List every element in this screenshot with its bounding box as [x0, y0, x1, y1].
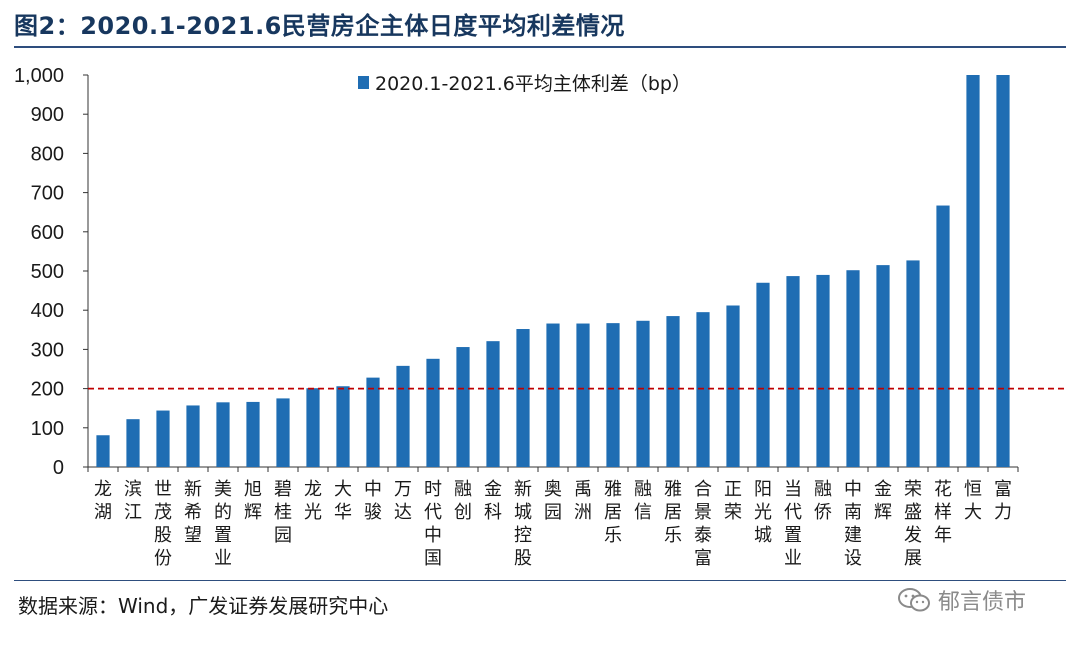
x-tick-label: 融信 — [634, 479, 652, 523]
bar — [726, 305, 740, 467]
y-tick-label: 900 — [31, 104, 64, 126]
x-tick-label: 雅居乐 — [604, 479, 622, 546]
x-tick-label: 大华 — [334, 479, 352, 523]
y-tick-label: 600 — [31, 222, 64, 244]
bar — [756, 282, 770, 467]
watermark-text: 郁言债市 — [938, 590, 1027, 615]
bar — [396, 365, 410, 467]
legend: 2020.1-2021.6平均主体利差（bp） — [358, 73, 691, 95]
x-tick-label: 旭辉 — [244, 479, 262, 523]
x-tick-label: 中骏 — [364, 479, 382, 523]
y-tick-label: 300 — [31, 339, 64, 361]
figure-title: 图2：2020.1-2021.6民营房企主体日度平均利差情况 — [14, 12, 625, 40]
x-tick-label: 新城控股 — [514, 479, 532, 569]
bar — [606, 323, 620, 467]
y-tick-label: 800 — [31, 143, 64, 165]
source-note: 数据来源：Wind，广发证券发展研究中心 — [18, 594, 389, 618]
x-tick-label: 合景泰富 — [694, 479, 712, 569]
bar — [846, 270, 860, 467]
bar — [96, 435, 110, 467]
legend-label: 2020.1-2021.6平均主体利差（bp） — [375, 73, 691, 95]
x-tick-label: 美的置业 — [214, 479, 232, 569]
y-axis: 0 100 200 300 400 500 600 700 800 900 1,000 — [14, 65, 89, 479]
x-tick-label: 滨江 — [124, 479, 142, 523]
x-tick-label: 荣盛发展 — [904, 479, 922, 569]
x-tick-label: 融侨 — [814, 479, 832, 523]
footer-divider — [14, 580, 1066, 581]
bar — [666, 316, 680, 467]
legend-swatch — [358, 76, 369, 89]
x-tick-label: 龙光 — [304, 479, 322, 523]
x-tick-label: 世茂股份 — [154, 479, 172, 569]
x-tick-label: 富力 — [994, 479, 1012, 523]
bar — [576, 323, 590, 467]
x-tick-label: 花样年 — [934, 479, 952, 546]
x-tick-label: 金辉 — [874, 479, 892, 523]
bar — [126, 419, 140, 467]
bar — [216, 402, 230, 467]
x-tick-label: 奥园 — [544, 479, 562, 523]
bar — [246, 401, 260, 467]
y-tick-label: 700 — [31, 183, 64, 205]
bar — [636, 320, 650, 467]
x-tick-label: 阳光城 — [754, 479, 772, 546]
bar — [936, 205, 950, 467]
bar — [996, 75, 1010, 467]
bar — [186, 405, 200, 467]
bar — [966, 75, 980, 467]
bar — [336, 386, 350, 467]
bar — [516, 329, 530, 467]
x-tick-label: 金科 — [484, 479, 502, 523]
bar — [456, 347, 470, 467]
y-tick-label: 100 — [31, 418, 64, 440]
x-tick-label: 新希望 — [184, 479, 202, 546]
x-tick-label: 正荣 — [724, 479, 742, 523]
bar — [546, 323, 560, 467]
spread-bar-chart: 0 100 200 300 400 500 600 700 800 900 1,000 龙湖滨江世茂… — [14, 65, 1064, 569]
x-tick-label: 万达 — [394, 479, 412, 523]
bar — [786, 276, 800, 467]
bars — [96, 75, 1010, 467]
y-tick-label: 400 — [31, 300, 64, 322]
x-axis: 龙湖滨江世茂股份新希望美的置业旭辉碧桂园龙光大华中骏万达时代中国融创金科新城控股… — [87, 466, 1019, 569]
bar — [156, 410, 170, 467]
y-tick-label: 200 — [31, 379, 64, 401]
y-tick-label: 0 — [53, 457, 64, 479]
bar — [426, 358, 440, 467]
bar — [366, 377, 380, 467]
wechat-icon — [898, 588, 930, 612]
x-tick-label: 恒大 — [964, 479, 982, 523]
x-tick-label: 融创 — [454, 479, 472, 523]
x-tick-label: 时代中国 — [424, 479, 442, 569]
bar — [276, 398, 290, 467]
bar — [306, 388, 320, 467]
x-tick-label: 龙湖 — [94, 479, 112, 523]
title-divider — [14, 46, 1066, 48]
y-tick-label: 1,000 — [14, 65, 64, 87]
x-tick-label: 中南建设 — [844, 479, 862, 569]
y-tick-label: 500 — [31, 261, 64, 283]
watermark: 郁言债市 — [896, 584, 1026, 616]
bar — [486, 341, 500, 467]
bar — [876, 265, 890, 467]
x-tick-label: 碧桂园 — [274, 479, 292, 546]
bar — [816, 274, 830, 467]
x-tick-label: 当代置业 — [784, 479, 802, 569]
bar — [696, 312, 710, 467]
bar — [906, 260, 920, 467]
x-tick-label: 雅居乐 — [664, 479, 682, 546]
x-tick-label: 禹洲 — [574, 479, 592, 523]
